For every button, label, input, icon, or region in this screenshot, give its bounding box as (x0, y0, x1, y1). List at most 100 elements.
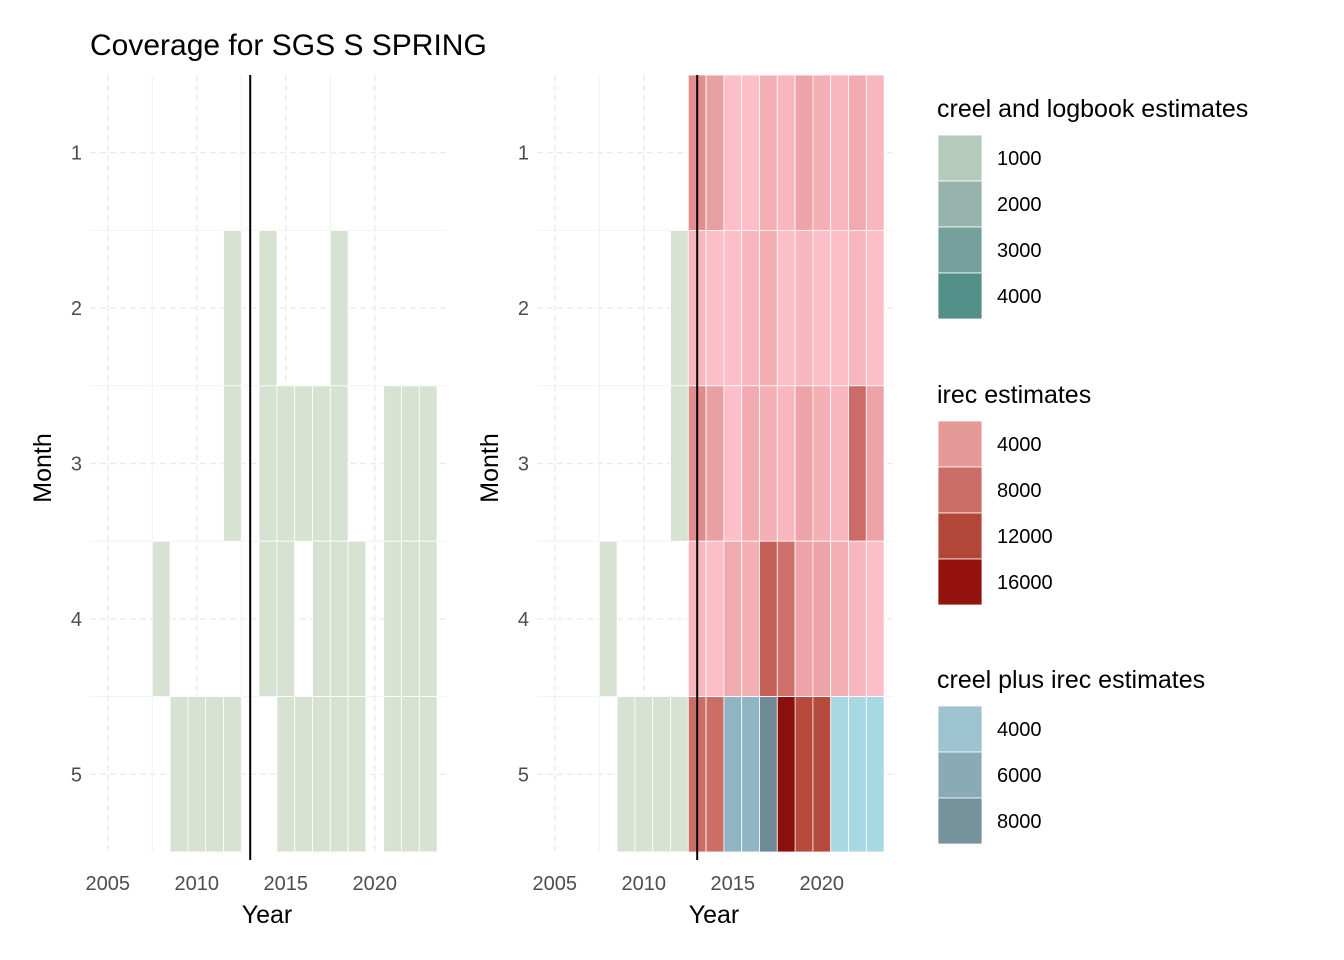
legend-key (937, 466, 983, 514)
irec-tile-2018-m4 (776, 540, 796, 698)
creel-tile-2014-m4 (258, 540, 278, 698)
irec-tile-2018-m1 (776, 74, 796, 231)
creel-tile-2015-m4 (276, 540, 296, 698)
combo-tile-2018-m5 (776, 696, 796, 853)
y-tick-label: 2 (518, 298, 529, 320)
creel-tile-2009-m5 (169, 696, 189, 853)
irec-tile-2019-m2 (794, 229, 814, 387)
irec-tile-2016-m1 (741, 74, 760, 231)
x-tick-label: 2020 (800, 873, 845, 895)
creel-tile-2014-m3 (258, 385, 278, 542)
panel-right: 2005 2010 2015 2020 1 2 3 4 5 (518, 74, 893, 895)
x-tick-label: 2015 (264, 873, 309, 895)
creel-tile-2010-m5 (634, 696, 654, 853)
irec-tile-2015-m4 (723, 540, 743, 698)
irec-tile-2017-m4 (759, 540, 778, 698)
creel-tile-2017-m4 (312, 540, 331, 698)
x-tick-label: 2020 (353, 873, 398, 895)
irec-tile-2014-m5 (705, 696, 725, 853)
y-tick-label: 1 (518, 143, 529, 165)
creel-tile-2023-m5 (418, 696, 438, 853)
combo-tile-2017-m5 (759, 696, 778, 853)
legend-label: 3000 (997, 240, 1042, 262)
creel-tile-2022-m5 (401, 696, 420, 853)
creel-tile-2021-m4 (383, 540, 402, 698)
irec-tile-2019-m1 (794, 74, 814, 231)
irec-tile-2023-m4 (865, 540, 885, 698)
creel-tile-2009-m5 (616, 696, 636, 853)
irec-tile-2016-m3 (741, 385, 760, 542)
irec-tile-2016-m2 (741, 229, 760, 387)
legend-key (937, 272, 983, 320)
legend-key (937, 512, 983, 560)
irec-tile-2020-m3 (812, 385, 832, 542)
creel-tile-2008-m4 (151, 540, 171, 698)
legend-key (937, 420, 983, 468)
legend-label: 12000 (997, 526, 1053, 548)
creel-tile-2017-m5 (312, 696, 331, 853)
combo-tile-2023-m5 (865, 696, 885, 853)
legend-label: 8000 (997, 480, 1042, 502)
x-axis-title-left: Year (242, 901, 293, 929)
legend-label: 4000 (997, 286, 1042, 308)
legend-key (937, 751, 983, 799)
y-tick-label: 3 (71, 454, 82, 476)
irec-tile-2014-m4 (705, 540, 725, 698)
legend-title: creel and logbook estimates (937, 95, 1248, 123)
creel-tile-2012-m3 (670, 385, 689, 542)
x-tick-label: 2015 (711, 873, 756, 895)
irec-tile-2015-m2 (723, 229, 743, 387)
legend-key (937, 180, 983, 228)
irec-tile-2023-m2 (865, 229, 885, 387)
creel-tile-2010-m5 (187, 696, 207, 853)
y-tick-label: 5 (518, 764, 529, 786)
irec-tile-2023-m3 (865, 385, 885, 542)
legend-label: 4000 (997, 719, 1042, 741)
creel-tile-2012-m2 (223, 229, 242, 387)
irec-tile-2022-m4 (848, 540, 867, 698)
legend-title: irec estimates (937, 381, 1091, 409)
irec-tile-2017-m2 (759, 229, 778, 387)
irec-tile-2016-m4 (741, 540, 760, 698)
legend-label: 1000 (997, 148, 1042, 170)
irec-tile-2014-m2 (705, 229, 725, 387)
legend-label: 16000 (997, 572, 1053, 594)
creel-tile-2017-m3 (312, 385, 331, 542)
combo-tile-2015-m5 (723, 696, 743, 853)
combo-tile-2016-m5 (741, 696, 760, 853)
creel-tile-2011-m5 (652, 696, 671, 853)
irec-tile-2022-m3 (848, 385, 867, 542)
legends: creel and logbook estimates 1000 2000 3000 4… (937, 95, 1248, 845)
combo-tile-2021-m5 (830, 696, 849, 853)
creel-tile-2022-m3 (401, 385, 420, 542)
irec-tile-2019-m3 (794, 385, 814, 542)
creel-tile-2022-m4 (401, 540, 420, 698)
irec-tile-2021-m4 (830, 540, 849, 698)
irec-tile-2020-m4 (812, 540, 832, 698)
legend-label: 4000 (997, 434, 1042, 456)
legend-label: 6000 (997, 765, 1042, 787)
irec-tile-2020-m2 (812, 229, 832, 387)
irec-tile-2015-m1 (723, 74, 743, 231)
creel-tile-2021-m5 (383, 696, 402, 853)
creel-tile-2016-m5 (294, 696, 313, 853)
legend-key (937, 134, 983, 182)
irec-tile-2014-m1 (705, 74, 725, 231)
irec-tile-2019-m4 (794, 540, 814, 698)
legend-key (937, 705, 983, 753)
x-axis-title-right: Year (689, 901, 740, 929)
combo-tile-2022-m5 (848, 696, 867, 853)
y-tick-label: 4 (71, 609, 82, 631)
irec-tile-2014-m3 (705, 385, 725, 542)
creel-tile-2018-m2 (329, 229, 349, 387)
creel-tile-2012-m2 (670, 229, 689, 387)
irec-tile-2018-m2 (776, 229, 796, 387)
y-tick-label: 3 (518, 454, 529, 476)
legend-title: creel plus irec estimates (937, 666, 1205, 694)
irec-tile-2023-m1 (865, 74, 885, 231)
irec-tile-2018-m3 (776, 385, 796, 542)
x-tick-label: 2005 (533, 873, 578, 895)
creel-tile-2015-m3 (276, 385, 296, 542)
creel-tile-2008-m4 (598, 540, 618, 698)
